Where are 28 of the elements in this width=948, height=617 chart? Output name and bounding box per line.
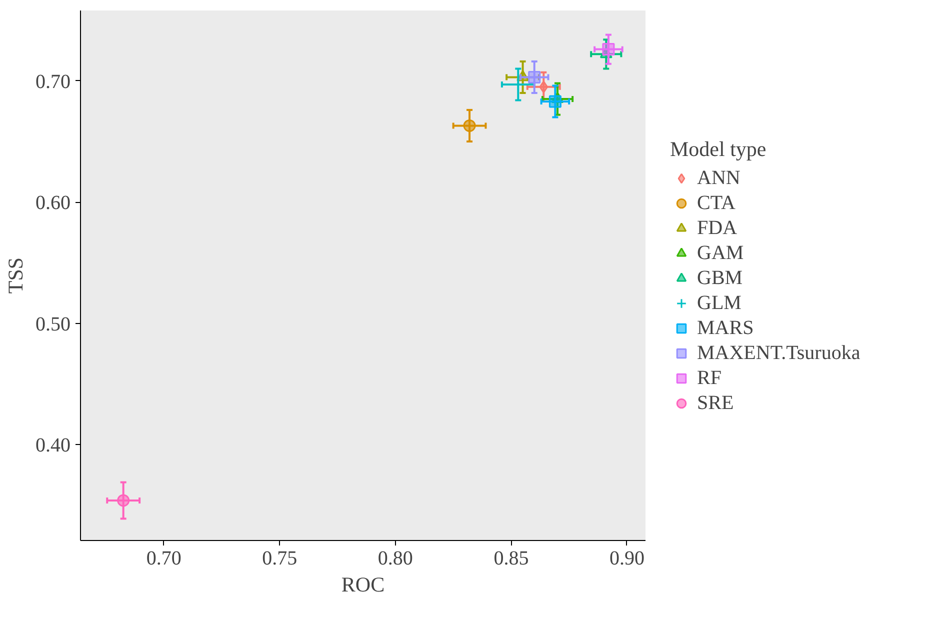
x-axis-title: ROC: [341, 572, 385, 596]
y-tick-label: 0.70: [36, 70, 70, 93]
point: [602, 43, 615, 56]
legend-label: SRE: [697, 392, 734, 414]
legend-label: MARS: [697, 316, 754, 340]
legend-label: GAM: [697, 242, 744, 264]
legend-label: GBM: [697, 266, 743, 290]
point: [117, 494, 130, 507]
x-tick-label: 0.80: [378, 548, 413, 570]
x-tick-label: 0.85: [494, 548, 529, 570]
legend-title: Model type: [670, 136, 768, 162]
point: [528, 70, 541, 84]
y-tick-label: 0.40: [36, 434, 70, 457]
legend-label: CTA: [697, 192, 736, 214]
point: [548, 95, 562, 108]
legend-label: MAXENT.Tsuruoka: [697, 342, 860, 364]
point: [463, 119, 476, 132]
legend-label: RF: [697, 366, 722, 390]
legend-label: GLM: [697, 292, 742, 314]
x-tick-label: 0.70: [146, 548, 182, 570]
legend-label: ANN: [697, 166, 740, 190]
x-tick-label: 0.75: [262, 548, 298, 570]
x-tick-label: 0.90: [609, 548, 644, 570]
y-tick-label: 0.50: [36, 313, 70, 336]
y-axis-title: TSS: [4, 257, 28, 294]
y-tick-label: 0.60: [36, 192, 70, 214]
point: [539, 80, 548, 94]
legend-label: FDA: [697, 216, 738, 240]
